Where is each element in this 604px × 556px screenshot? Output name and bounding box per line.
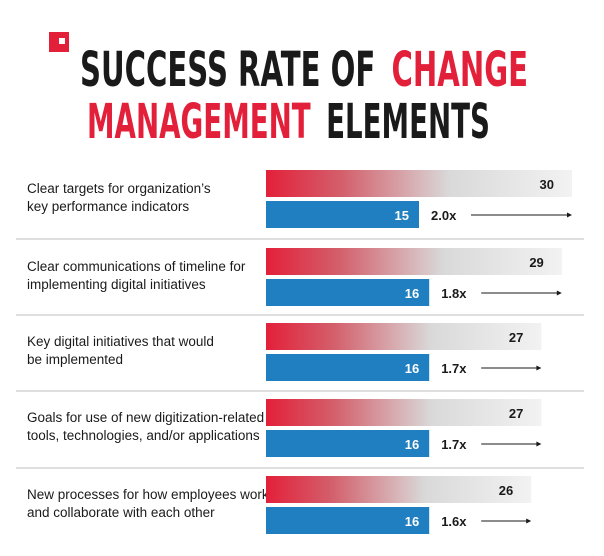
data-label-blue: 15: [395, 208, 409, 223]
bar-blue: [266, 507, 430, 534]
bar-red: [266, 399, 542, 426]
bar-red: [266, 248, 562, 275]
data-label-red: 27: [509, 406, 523, 421]
bar-blue: [266, 430, 430, 457]
category-label: tools, technologies, and/or applications: [27, 428, 260, 443]
bar-blue: [266, 279, 430, 306]
data-label-red: 29: [529, 255, 543, 270]
ratio-arrow-head-icon: [536, 441, 542, 447]
category-label: be implemented: [27, 352, 123, 367]
data-label-red: 26: [499, 483, 513, 498]
bar-red: [266, 323, 542, 350]
ratio-label: 1.8x: [441, 286, 467, 301]
data-label-blue: 16: [405, 286, 419, 301]
bar-red: [266, 170, 572, 197]
bar-blue: [266, 354, 430, 381]
data-label-blue: 16: [405, 361, 419, 376]
data-label-red: 30: [540, 177, 554, 192]
ratio-arrow-head-icon: [556, 290, 562, 296]
title-line2-dark: ELEMENTS: [326, 94, 490, 150]
category-label: and collaborate with each other: [27, 505, 215, 520]
title-line1-red: CHANGE: [392, 42, 528, 98]
ratio-label: 1.7x: [441, 437, 467, 452]
ratio-arrow-head-icon: [526, 518, 532, 524]
ratio-arrow-head-icon: [567, 212, 572, 218]
bar-chart: Clear targets for organization’s key perf…: [16, 170, 584, 534]
category-label: Goals for use of new digitization-relate…: [27, 410, 264, 425]
ratio-label: 1.7x: [441, 361, 467, 376]
bar-red: [266, 476, 532, 503]
category-label: key performance indicators: [27, 199, 189, 214]
ratio-label: 1.6x: [441, 514, 467, 529]
data-label-blue: 16: [405, 437, 419, 452]
category-label: Clear targets for organization’s: [27, 181, 211, 196]
bar-blue: [266, 201, 419, 228]
svg-text:SUCCESS RATE OF CHANGE: SUCCESS RATE OF CHANGE: [80, 42, 528, 98]
ratio-label: 2.0x: [431, 208, 457, 223]
data-label-red: 27: [509, 330, 523, 345]
ratio-arrow-head-icon: [536, 365, 542, 371]
chart-title: SUCCESS RATE OF CHANGE MANAGEMENT ELEMEN…: [49, 32, 528, 150]
category-label: implementing digital initiatives: [27, 277, 206, 292]
data-label-blue: 16: [405, 514, 419, 529]
logo-icon-notch: [59, 38, 65, 44]
category-label: New processes for how employees work: [27, 487, 269, 502]
title-line2-red: MANAGEMENT: [87, 94, 311, 150]
category-label: Key digital initiatives that would: [27, 334, 214, 349]
category-label: Clear communications of timeline for: [27, 259, 246, 274]
svg-text:MANAGEMENT ELEMENTS: MANAGEMENT ELEMENTS: [87, 94, 490, 150]
title-line1-dark: SUCCESS RATE OF: [80, 42, 375, 98]
